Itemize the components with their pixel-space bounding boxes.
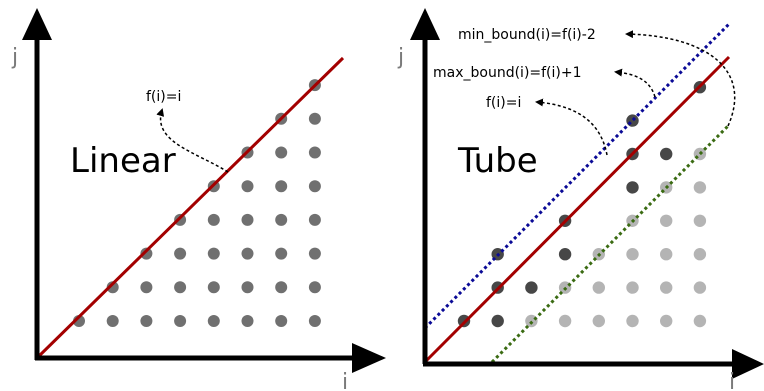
tube-identity-annotation-arrow xyxy=(535,98,608,156)
linear-grid-dot xyxy=(275,247,288,260)
tube-grid-dot xyxy=(693,248,707,261)
tube-grid-dot xyxy=(660,147,673,161)
linear-dot-grid xyxy=(73,79,321,327)
linear-grid-dot xyxy=(308,146,321,159)
linear-panel: j i Linear f(i)=i xyxy=(11,8,386,391)
tube-grid-dot xyxy=(693,214,707,227)
linear-grid-dot xyxy=(140,315,153,327)
tube-x-axis-arrowhead xyxy=(732,349,764,379)
tube-grid-dot xyxy=(626,248,639,261)
linear-grid-dot xyxy=(308,213,321,226)
tube-grid-dot xyxy=(491,314,504,328)
linear-grid-dot xyxy=(308,247,321,260)
linear-grid-dot xyxy=(106,281,119,294)
linear-x-axis-arrowhead xyxy=(352,343,386,373)
tube-grid-dot xyxy=(592,314,605,328)
linear-x-axis-label: i xyxy=(342,370,348,391)
linear-grid-dot xyxy=(140,281,153,294)
tube-dot-grid xyxy=(457,81,707,328)
tube-grid-dot xyxy=(558,314,572,328)
linear-grid-dot xyxy=(275,146,288,159)
linear-grid-dot xyxy=(207,247,220,260)
linear-grid-dot xyxy=(174,213,187,226)
linear-grid-dot xyxy=(207,281,220,294)
linear-grid-dot xyxy=(308,180,321,193)
tube-grid-dot xyxy=(693,314,707,328)
linear-grid-dot xyxy=(174,281,187,294)
tube-identity-line xyxy=(423,55,731,364)
linear-grid-dot xyxy=(275,213,288,226)
linear-panel-title: Linear xyxy=(70,141,176,181)
linear-grid-dot xyxy=(308,281,321,294)
linear-grid-dot xyxy=(241,315,254,327)
tube-grid-dot xyxy=(558,248,572,261)
tube-grid-dot xyxy=(660,248,673,261)
linear-y-axis-label: j xyxy=(11,45,18,70)
tube-max-bound-annotation-arrow xyxy=(614,68,656,98)
tube-grid-dot xyxy=(693,281,707,294)
linear-grid-dot xyxy=(275,281,288,294)
tube-identity-annotation-label: f(i)=i xyxy=(486,95,521,111)
tube-grid-dot xyxy=(693,181,707,194)
tube-grid-dot xyxy=(626,114,639,127)
tube-y-axis-label: j xyxy=(397,45,404,70)
linear-grid-dot xyxy=(207,213,220,226)
linear-y-axis-arrowhead xyxy=(22,8,52,40)
tube-grid-dot xyxy=(626,281,639,294)
tube-grid-dot xyxy=(660,314,673,328)
linear-grid-dot xyxy=(140,247,153,260)
linear-grid-dot xyxy=(241,247,254,260)
linear-grid-dot xyxy=(308,112,321,125)
tube-grid-dot xyxy=(626,181,639,194)
tube-x-axis-label: i xyxy=(729,370,735,391)
tube-max-bound-annotation-label: max_bound(i)=f(i)+1 xyxy=(433,65,582,81)
tube-y-axis-arrowhead xyxy=(410,8,440,40)
linear-grid-dot xyxy=(106,315,119,327)
tube-grid-dot xyxy=(592,281,605,294)
linear-identity-line xyxy=(35,56,345,360)
linear-grid-dot xyxy=(241,281,254,294)
linear-identity-annotation-arrow xyxy=(156,108,229,173)
tube-grid-dot xyxy=(626,314,639,328)
linear-grid-dot xyxy=(241,213,254,226)
tube-grid-dot xyxy=(525,281,538,294)
tube-min-bound-annotation-label: min_bound(i)=f(i)-2 xyxy=(458,27,596,43)
tube-grid-dot xyxy=(660,281,673,294)
linear-identity-annotation-label: f(i)=i xyxy=(146,89,181,105)
linear-grid-dot xyxy=(174,247,187,260)
linear-grid-dot xyxy=(241,180,254,193)
tube-grid-dot xyxy=(660,214,673,227)
linear-grid-dot xyxy=(308,315,321,327)
tube-min-bound-annotation-arrow xyxy=(625,30,736,127)
linear-grid-dot xyxy=(275,180,288,193)
tube-panel-title: Tube xyxy=(457,141,538,181)
linear-grid-dot xyxy=(275,315,288,327)
tube-panel: j i Tube min_bound(i)=f(i)-2 max_bound(i… xyxy=(397,8,764,391)
linear-grid-dot xyxy=(207,315,220,327)
linear-grid-dot xyxy=(174,315,187,327)
tube-max-bound-line xyxy=(490,123,731,364)
